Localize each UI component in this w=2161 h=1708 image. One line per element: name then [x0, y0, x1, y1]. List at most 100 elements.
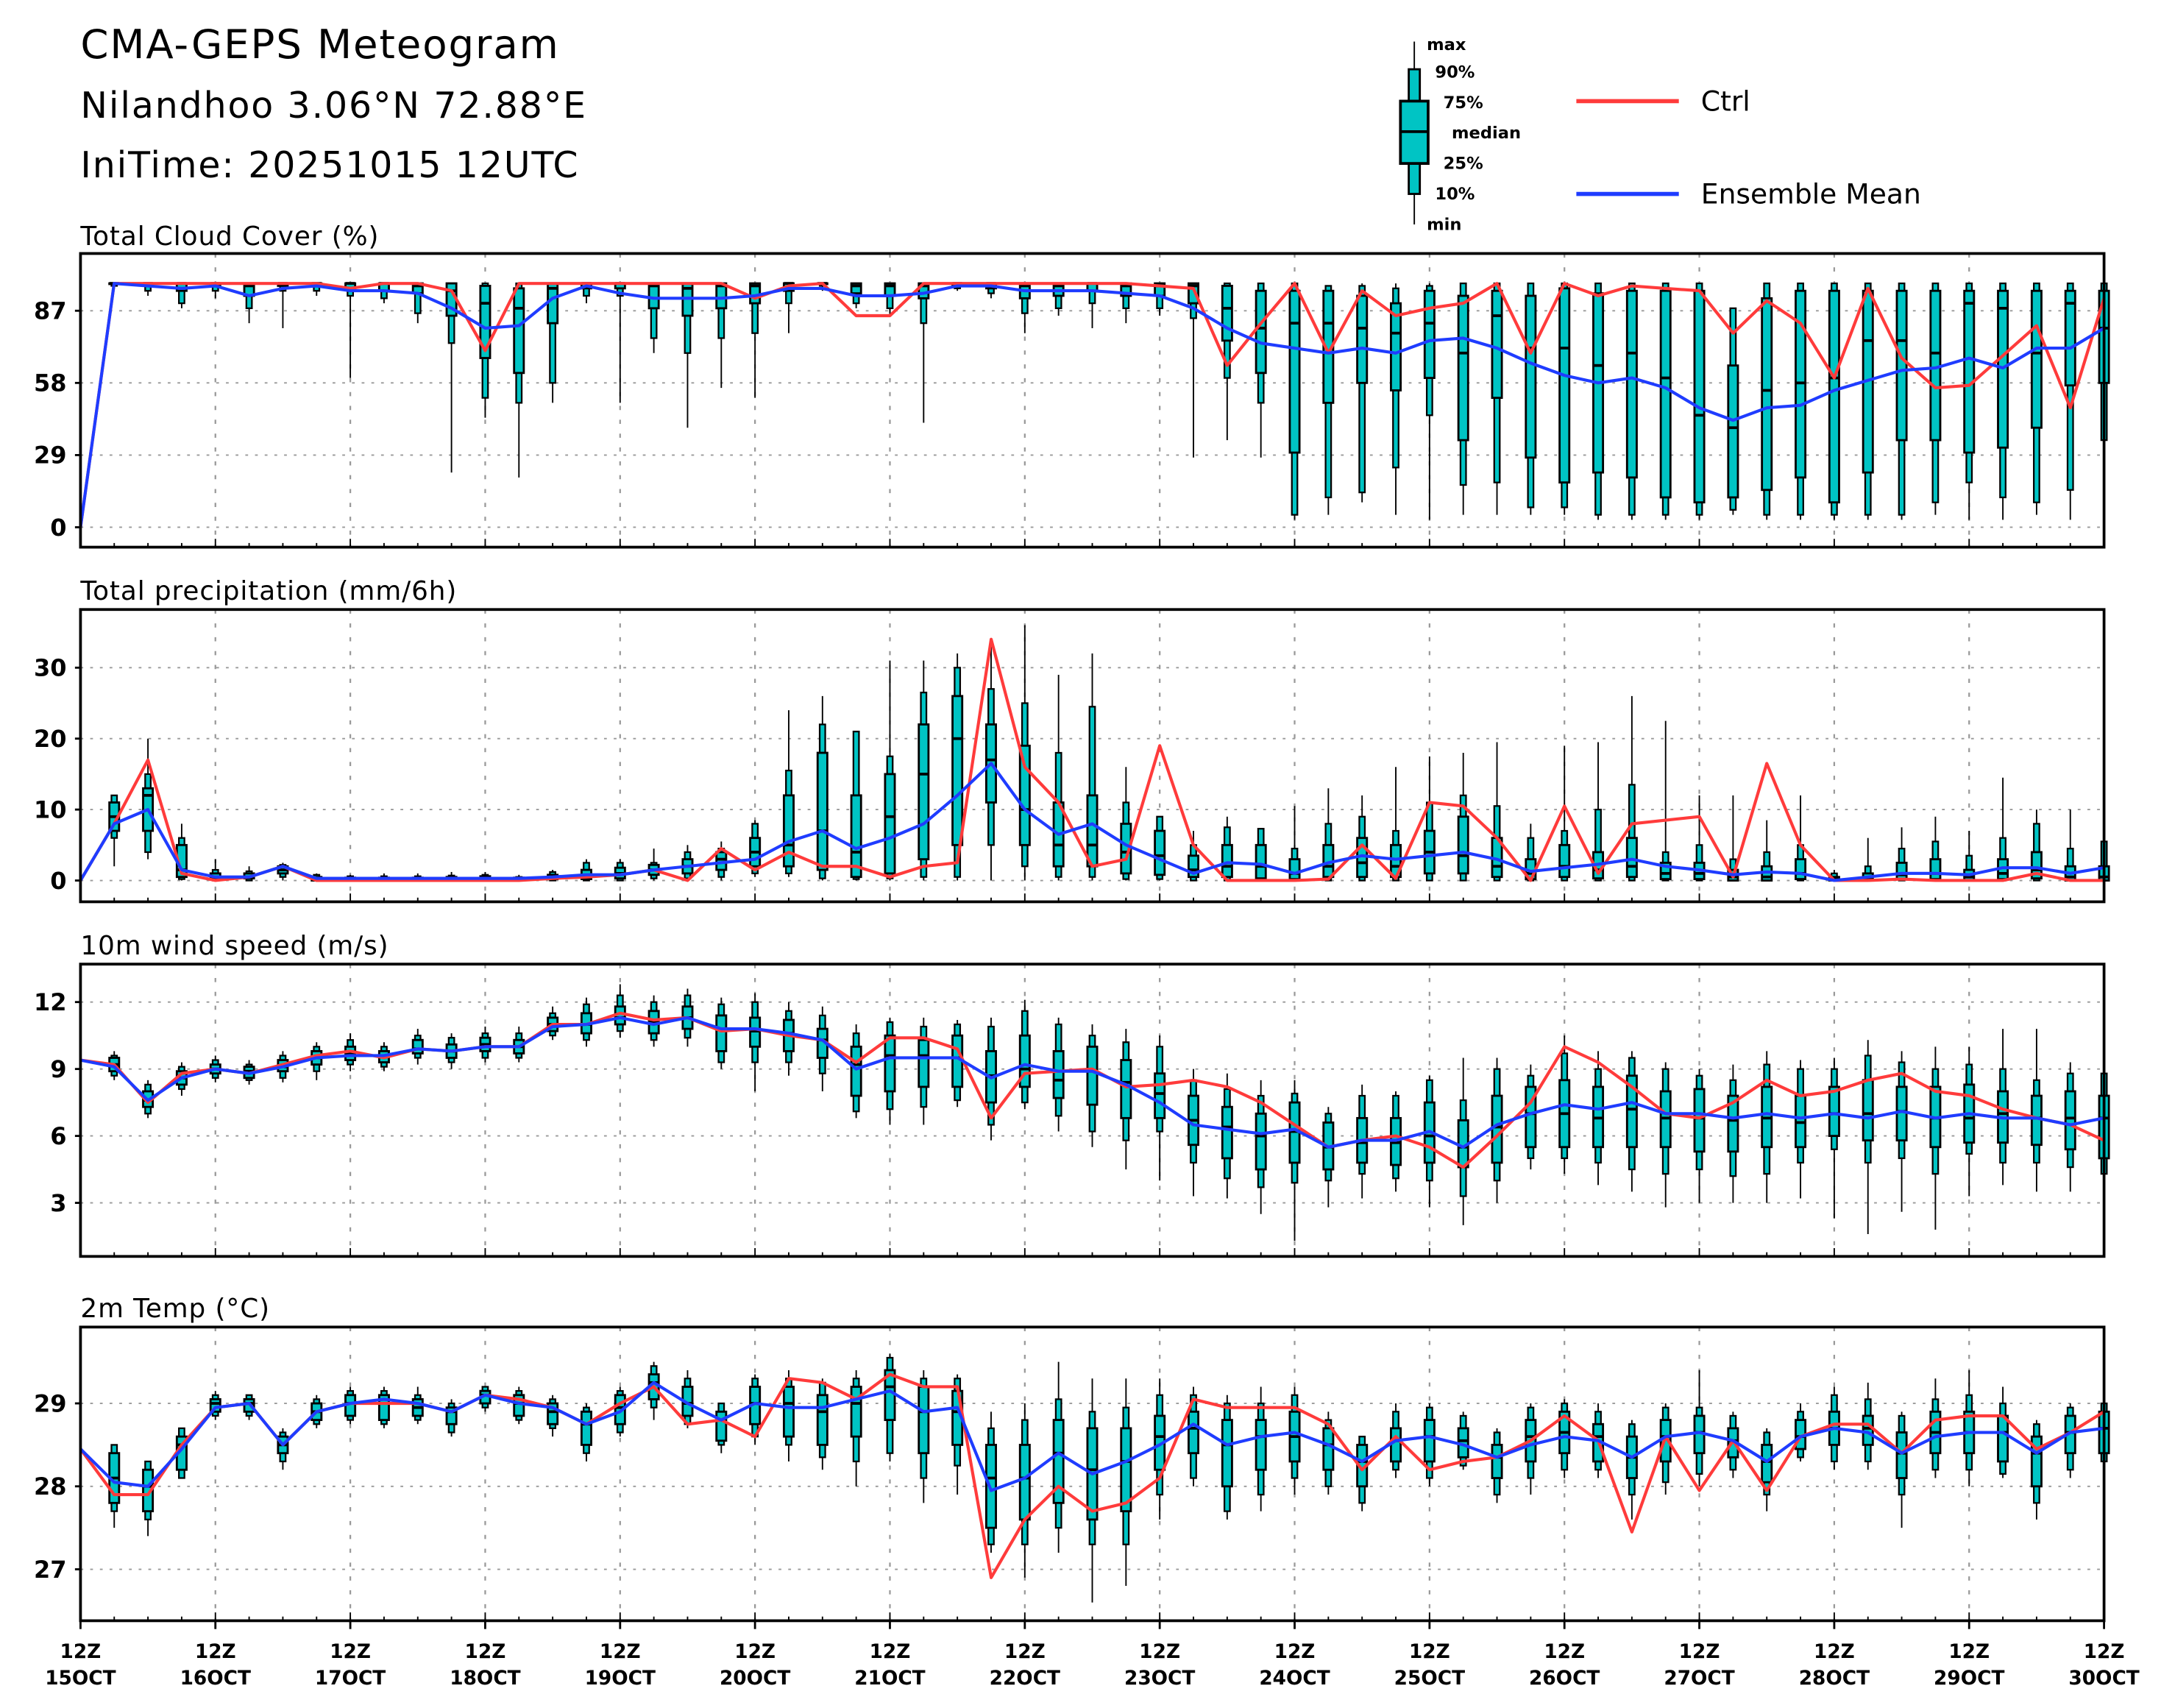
y-tick-label: 10 — [34, 795, 67, 823]
y-tick-label: 30 — [34, 654, 67, 682]
x-tick-label-date: 18OCT — [450, 1668, 520, 1690]
box-plot — [1895, 1411, 1908, 1528]
box-plot — [1390, 767, 1402, 882]
box-plot — [344, 282, 357, 378]
box-plot — [850, 1369, 862, 1486]
box-p25-p75 — [850, 1045, 862, 1097]
box-plot — [1255, 282, 1267, 458]
box-p25-p75 — [1693, 289, 1706, 504]
box-plot — [1491, 1428, 1503, 1503]
box-p25-p75 — [884, 1034, 896, 1093]
y-tick-label: 28 — [34, 1473, 67, 1500]
box-plot — [1154, 282, 1166, 316]
box-p25-p75 — [1221, 1105, 1233, 1160]
box-plot — [850, 730, 862, 881]
box-plot — [1457, 1057, 1469, 1225]
box-plot — [1322, 1107, 1335, 1208]
box-plot — [1862, 282, 1874, 520]
box-plot — [1188, 1069, 1200, 1197]
box-p25-p75 — [377, 1394, 390, 1422]
box-plot — [1018, 999, 1031, 1110]
box-plot — [951, 1019, 964, 1108]
box-plot — [782, 710, 795, 877]
x-tick-label-date: 28OCT — [1799, 1668, 1870, 1690]
box-p25-p75 — [1828, 289, 1840, 504]
box-plot — [850, 1024, 862, 1119]
box-p25-p75 — [1052, 1419, 1065, 1504]
box-p25-p75 — [513, 287, 525, 375]
box-p25-p75 — [1086, 1045, 1099, 1106]
box-p25-p75 — [850, 1386, 862, 1438]
box-p25-p75 — [782, 794, 795, 868]
x-tick-label-time: 12Z — [2084, 1641, 2125, 1663]
box-plot — [1052, 674, 1065, 881]
box-plot — [1659, 720, 1672, 882]
box-p25-p75 — [1423, 1419, 1436, 1463]
box-p25-p75 — [951, 695, 964, 846]
box-plot — [1052, 1361, 1065, 1553]
ensemble-mean-line — [80, 1016, 2105, 1149]
box-plot — [1997, 777, 2009, 882]
y-tick-label: 0 — [50, 867, 66, 895]
box-plot — [1862, 1040, 1874, 1235]
box-plot — [1423, 1075, 1436, 1208]
box-p10-p90 — [1594, 808, 1602, 882]
x-tick-label-time: 12Z — [1814, 1641, 1855, 1663]
x-tick-label-date: 21OCT — [854, 1668, 925, 1690]
box-p25-p75 — [1929, 858, 1942, 881]
box-plot — [1457, 752, 1469, 882]
y-tick-label: 29 — [34, 442, 67, 469]
box-plot — [884, 660, 896, 881]
box-plot — [580, 1403, 592, 1461]
box-plot — [749, 993, 762, 1091]
box-p25-p75 — [1120, 1059, 1132, 1119]
box-p25-p75 — [1390, 302, 1402, 391]
x-tick-label-time: 12Z — [465, 1641, 506, 1663]
box-p25-p75 — [1625, 289, 1638, 479]
y-tick-label: 87 — [34, 297, 67, 325]
box-p25-p75 — [1052, 1049, 1065, 1099]
box-p25-p75 — [1221, 1419, 1233, 1488]
box-plot — [951, 653, 964, 881]
box-p25-p75 — [1457, 294, 1469, 442]
box-p25-p75 — [1154, 829, 1166, 876]
box-plot — [647, 848, 660, 881]
box-plot — [816, 1006, 828, 1091]
box-p25-p75 — [1288, 289, 1301, 454]
legend-mean-label: Ensemble Mean — [1701, 178, 1921, 210]
box-p25-p75 — [1862, 1414, 1874, 1446]
init-time-label: IniTime: 20251015 12UTC — [80, 144, 579, 186]
box-plot — [2064, 1403, 2076, 1478]
box-plot — [2030, 809, 2043, 882]
box-plot — [1659, 282, 1672, 520]
box-p25-p75 — [1255, 289, 1267, 375]
box-p10-p90 — [1628, 784, 1636, 882]
box-plot — [547, 1395, 559, 1437]
box-plot — [1255, 1386, 1267, 1512]
x-tick-label-date: 24OCT — [1259, 1668, 1330, 1690]
y-tick-label: 29 — [34, 1389, 67, 1417]
box-p25-p75 — [2064, 1090, 2076, 1151]
box-plot — [277, 1428, 289, 1470]
box-plot — [1592, 282, 1605, 520]
ctrl-line — [79, 282, 2106, 528]
legend-median-label: median — [1452, 124, 1521, 143]
box-p25-p75 — [1255, 1419, 1267, 1471]
box-p25-p75 — [918, 1386, 930, 1455]
box-plot — [1997, 282, 2009, 520]
y-tick-label: 3 — [50, 1189, 66, 1217]
x-tick-label-date: 29OCT — [1934, 1668, 2004, 1690]
box-plot — [1828, 1057, 1840, 1219]
box-p25-p75 — [1255, 1112, 1267, 1171]
box-plot — [1154, 815, 1166, 881]
x-tick-label-time: 12Z — [60, 1641, 102, 1663]
box-plot — [1390, 283, 1402, 515]
box-p25-p75 — [1895, 289, 1908, 442]
box-plot — [614, 282, 626, 403]
panel-3: 2m Temp (°C) 27 28 29 — [34, 1294, 2110, 1623]
box-p25-p75 — [1491, 289, 1503, 400]
box-plot — [1120, 282, 1132, 324]
y-tick-label: 58 — [34, 369, 67, 397]
box-plot — [614, 984, 626, 1038]
y-tick-label: 20 — [34, 725, 67, 753]
